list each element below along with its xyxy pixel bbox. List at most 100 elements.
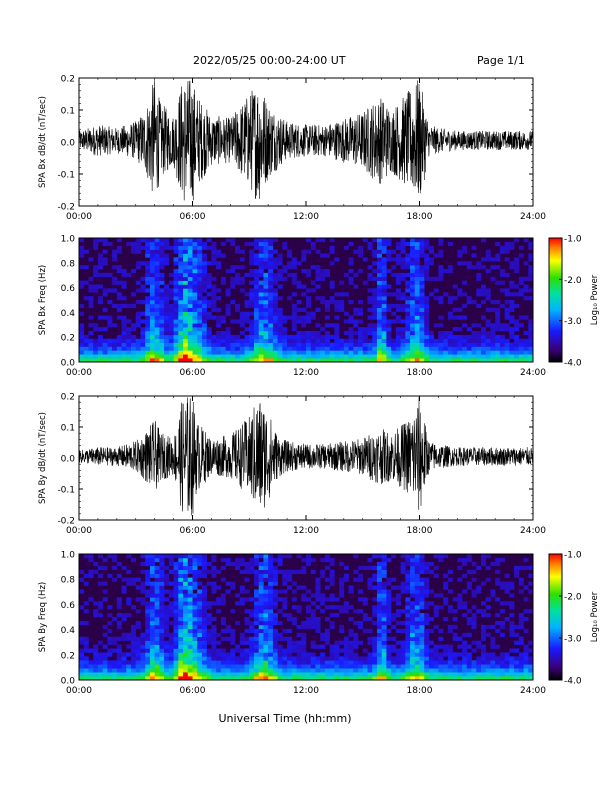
heatmap-cell xyxy=(159,554,165,559)
heatmap-cell xyxy=(480,346,487,351)
heatmap-cell xyxy=(88,300,94,305)
heatmap-cell xyxy=(159,565,165,571)
heatmap-cell xyxy=(268,652,274,657)
heatmap-cell xyxy=(466,672,472,677)
heatmap-cell xyxy=(164,664,170,669)
x-tick-label: 12:00 xyxy=(293,212,319,222)
heatmap-cell xyxy=(320,644,326,649)
heatmap-cell xyxy=(480,338,487,343)
heatmap-cell xyxy=(164,581,170,586)
heatmap-cell xyxy=(490,354,496,359)
heatmap-cell xyxy=(173,269,179,274)
heatmap-cell xyxy=(424,581,430,586)
heatmap-cell xyxy=(362,613,368,618)
colorbar-tick-label: -2.0 xyxy=(564,276,582,286)
heatmap-cell xyxy=(405,346,411,351)
heatmap-cell xyxy=(268,554,274,559)
heatmap-cell xyxy=(419,253,425,258)
heatmap-cell xyxy=(183,323,189,328)
heatmap-cell xyxy=(405,303,411,309)
heatmap-cell xyxy=(405,573,411,578)
heatmap-cell xyxy=(509,585,515,590)
heatmap-cell xyxy=(201,245,207,250)
heatmap-cell xyxy=(306,652,312,657)
heatmap-cell xyxy=(88,342,94,347)
heatmap-cell xyxy=(145,354,151,359)
heatmap-cell xyxy=(154,648,160,653)
heatmap-cell xyxy=(126,632,132,637)
heatmap-cell xyxy=(140,346,146,351)
heatmap-cell xyxy=(178,303,184,309)
heatmap-cell xyxy=(164,327,170,332)
heatmap-cell xyxy=(164,338,170,343)
heatmap-cell xyxy=(405,644,411,649)
heatmap-cell xyxy=(490,358,496,363)
heatmap-cell xyxy=(353,323,359,328)
heatmap-cell xyxy=(372,350,378,355)
heatmap-cell xyxy=(211,628,217,634)
heatmap-cell xyxy=(88,676,94,681)
heatmap-cell xyxy=(258,597,264,602)
heatmap-cell xyxy=(362,257,368,262)
heatmap-cell xyxy=(164,300,170,305)
heatmap-cell xyxy=(178,280,184,285)
heatmap-cell xyxy=(320,597,326,602)
heatmap-cell xyxy=(329,557,335,563)
heatmap-cell xyxy=(381,569,387,574)
heatmap-cell xyxy=(376,644,382,649)
heatmap-cell xyxy=(471,577,477,582)
heatmap-cell xyxy=(277,554,283,559)
heatmap-cell xyxy=(339,350,345,355)
heatmap-cell xyxy=(230,672,236,677)
heatmap-cell xyxy=(400,644,406,649)
heatmap-cell xyxy=(438,346,444,351)
heatmap-cell xyxy=(121,636,127,641)
heatmap-cell xyxy=(121,652,127,657)
heatmap-cell xyxy=(116,644,122,649)
heatmap-cell xyxy=(168,327,174,332)
heatmap-cell xyxy=(277,331,283,336)
heatmap-cell xyxy=(372,331,378,336)
heatmap-cell xyxy=(433,668,439,673)
heatmap-cell xyxy=(253,577,260,582)
heatmap-cell xyxy=(495,241,501,247)
heatmap-cell xyxy=(145,561,151,567)
heatmap-cell xyxy=(268,573,274,578)
heatmap-cell xyxy=(391,257,397,262)
heatmap-cell xyxy=(414,640,420,645)
heatmap-cell xyxy=(173,284,179,289)
heatmap-cell xyxy=(135,664,141,669)
heatmap-cell xyxy=(528,354,534,359)
heatmap-cell xyxy=(528,565,534,571)
heatmap-cell xyxy=(97,554,103,559)
heatmap-cell xyxy=(462,280,468,285)
heatmap-cell xyxy=(414,577,420,582)
heatmap-cell xyxy=(83,609,89,614)
heatmap-cell xyxy=(249,280,255,285)
heatmap-cell xyxy=(249,609,255,614)
heatmap-cell xyxy=(528,672,534,677)
heatmap-cell xyxy=(183,628,189,634)
heatmap-cell xyxy=(183,593,189,598)
heatmap-cell xyxy=(225,338,231,343)
heatmap-cell xyxy=(476,288,482,293)
heatmap-cell xyxy=(301,652,307,657)
heatmap-cell xyxy=(126,331,132,336)
heatmap-cell xyxy=(145,624,151,630)
heatmap-cell xyxy=(301,331,307,336)
heatmap-cell xyxy=(495,323,501,328)
heatmap-cell xyxy=(414,620,420,626)
heatmap-cell xyxy=(391,249,397,254)
heatmap-cell xyxy=(168,652,174,657)
heatmap-cell xyxy=(168,664,174,669)
heatmap-cell xyxy=(296,605,302,610)
heatmap-cell xyxy=(268,245,274,250)
heatmap-cell xyxy=(466,342,472,347)
heatmap-cell xyxy=(348,342,354,347)
heatmap-cell xyxy=(121,331,127,336)
heatmap-cell xyxy=(164,609,170,614)
heatmap-cell xyxy=(268,565,274,571)
heatmap-cell xyxy=(235,620,241,626)
heatmap-cell xyxy=(419,613,425,618)
heatmap-cell xyxy=(235,660,241,665)
